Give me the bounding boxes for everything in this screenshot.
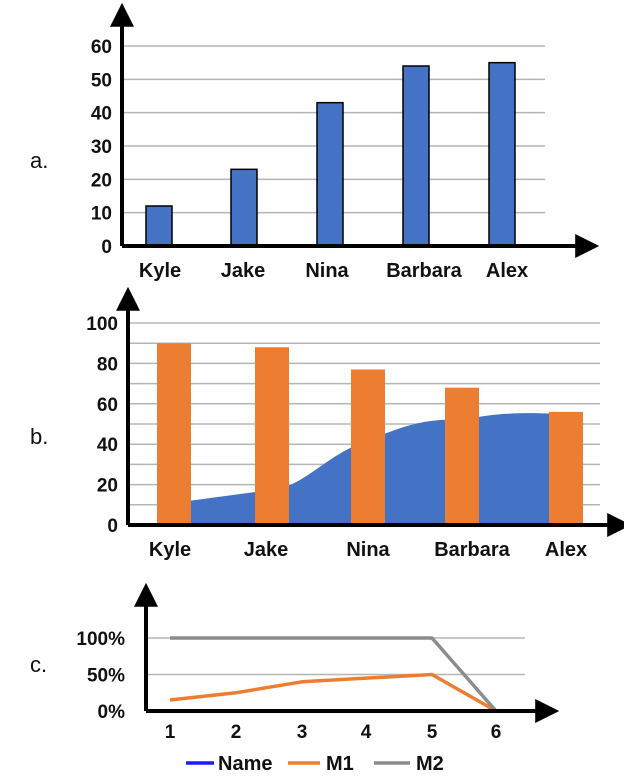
bar [230,168,258,247]
x-tick-label: Barbara [386,260,462,282]
x-tick-label: Nina [305,260,349,282]
x-tick-label: Kyle [149,539,191,561]
x-tick-label: Barbara [434,539,510,561]
bar [549,411,583,525]
series-line-m1 [169,672,497,713]
bar [351,369,385,525]
panel-label-b: b. [30,424,48,449]
bar [402,65,430,247]
panel-label-a: a. [30,148,48,173]
legend-label-name: Name [218,753,272,775]
y-tick-label: 10 [91,204,112,225]
x-tick-label: 3 [297,722,308,743]
y-tick-label: 20 [97,476,118,497]
y-tick-label: 40 [91,104,112,125]
bar [157,343,191,525]
y-tick-label: 0 [101,237,112,258]
bar [488,61,516,247]
chart-b: 0 20 40 60 80 100 Kyle Jake Nina Barbara Alex [86,286,624,561]
legend-label-m2: M2 [416,753,444,775]
bar [316,101,344,247]
y-tick-label: 30 [91,137,112,158]
x-tick-label: 5 [427,722,438,743]
x-tick-label: Jake [221,260,266,282]
y-tick-label: 0 [107,516,118,537]
x-tick-label: 6 [491,722,502,743]
x-tick-label: 4 [361,722,372,743]
y-tick-label: 20 [91,170,112,191]
x-tick-label: Kyle [139,260,181,282]
y-tick-label: 80 [97,354,118,375]
y-tick-label: 60 [91,37,112,58]
chart-a: 0 10 20 30 40 50 60 Kyle Jake Nina Barbara Alex [91,2,600,282]
x-tick-label: 2 [231,722,242,743]
y-tick-label: 40 [97,435,118,456]
y-tick-label: 60 [97,395,118,416]
y-tick-label: 100 [86,314,118,335]
y-tick-label: 50 [91,70,112,91]
x-tick-label: Alex [545,539,587,561]
bar [145,205,173,247]
y-tick-label: 0% [98,702,126,723]
bar [255,347,289,525]
x-tick-label: Alex [486,260,528,282]
x-tick-label: Jake [244,539,289,561]
y-tick-label: 50% [87,666,125,687]
x-tick-label: 1 [165,722,176,743]
panel-label-c: c. [30,652,47,677]
chart-c: 0% 50% 100% 1 2 3 4 5 6 Name M1 M2 [76,582,560,775]
legend-label-m1: M1 [326,753,354,775]
x-tick-label: Nina [346,539,390,561]
bar [445,387,479,525]
y-tick-label: 100% [76,629,125,650]
series-line-m2 [170,636,498,713]
